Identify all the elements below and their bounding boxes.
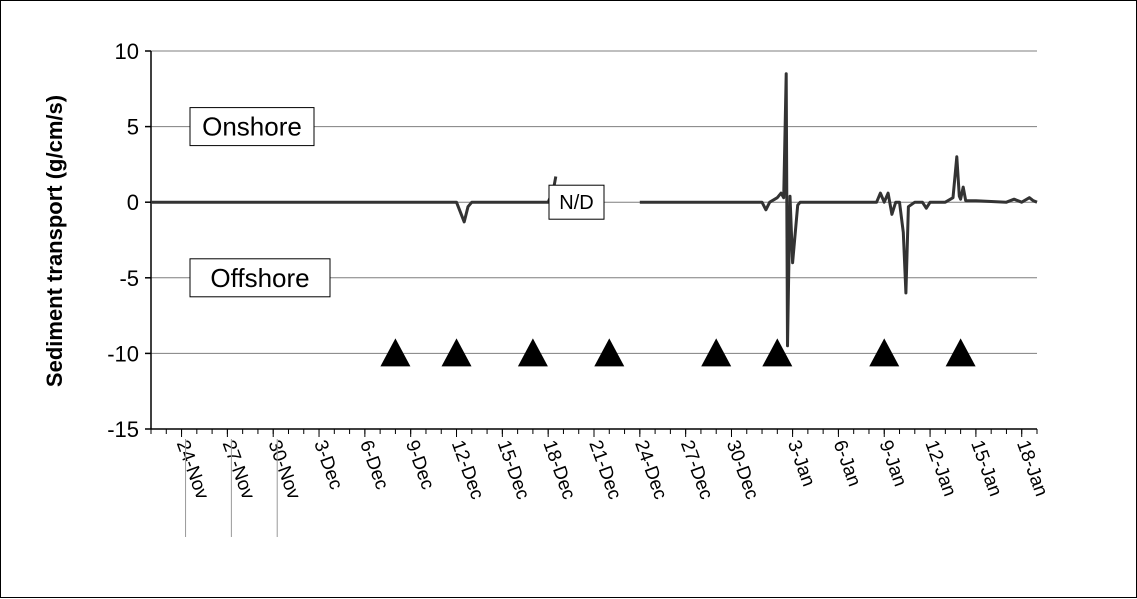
series-line [639,72,1038,348]
triangle-marker [762,338,793,367]
x-tick-label: 27-Nov [218,438,259,503]
annotations: Onshore Offshore N/D [189,107,605,298]
y-tick-label: -10 [107,341,139,366]
annotation-frame [189,107,315,147]
triangle-marker [594,338,625,367]
annotation-label: Offshore [210,263,309,293]
x-tick-label: 21-Dec [584,438,625,503]
x-tick-label: 30-Dec [722,438,763,503]
x-tick-labels: 24-Nov 27-Nov 30-Nov 3-Dec 6-Dec 9-Dec 12-Dec 1… [150,429,1052,537]
x-tick-label: 27-Dec [676,438,717,503]
triangle-marker [869,338,900,367]
annotation-box: N/D [548,184,605,220]
triangle-marker [380,338,411,367]
x-tick-label: 6-Jan [829,438,865,490]
x-tick-label: 15-Jan [966,438,1006,500]
x-tick-label: 18-Dec [538,438,579,503]
x-tick-label: 6-Dec [355,438,392,493]
x-tick-label: 30-Nov [264,438,305,503]
triangle-marker [945,338,976,367]
x-tick-label: 9-Jan [875,438,911,490]
x-tick-label: 12-Dec [447,438,488,503]
annotation-label: Onshore [202,112,302,142]
y-axis-label: Sediment transport (g/cm/s) [42,95,67,387]
triangle-markers [380,338,976,367]
x-tick-label: 12-Jan [920,438,960,500]
y-tick-label: -15 [107,417,139,442]
x-tick-label: 24-Dec [630,438,671,503]
x-tick-label: 3-Jan [783,438,819,490]
annotation-box: Offshore [189,258,331,298]
y-tick-label: -5 [119,266,139,291]
annotation-box: Onshore [189,107,315,147]
y-tick-labels: 10 5 0 -5 -10 -15 [107,39,151,442]
triangle-marker [517,338,548,367]
triangle-marker [701,338,732,367]
annotation-label: N/D [559,192,593,214]
x-tick-label: 15-Dec [493,438,534,503]
y-tick-label: 5 [127,115,139,140]
x-tick-label: 18-Jan [1012,438,1052,500]
x-tick-label: 3-Dec [309,438,346,493]
triangle-marker [441,338,472,367]
y-tick-label: 0 [127,190,139,215]
x-tick-label: 24-Nov [172,438,213,503]
y-tick-label: 10 [115,39,139,64]
series-line [151,176,558,224]
annotation-frame [548,184,605,220]
annotation-frame [189,258,331,298]
x-tick-label: 9-Dec [401,438,438,493]
